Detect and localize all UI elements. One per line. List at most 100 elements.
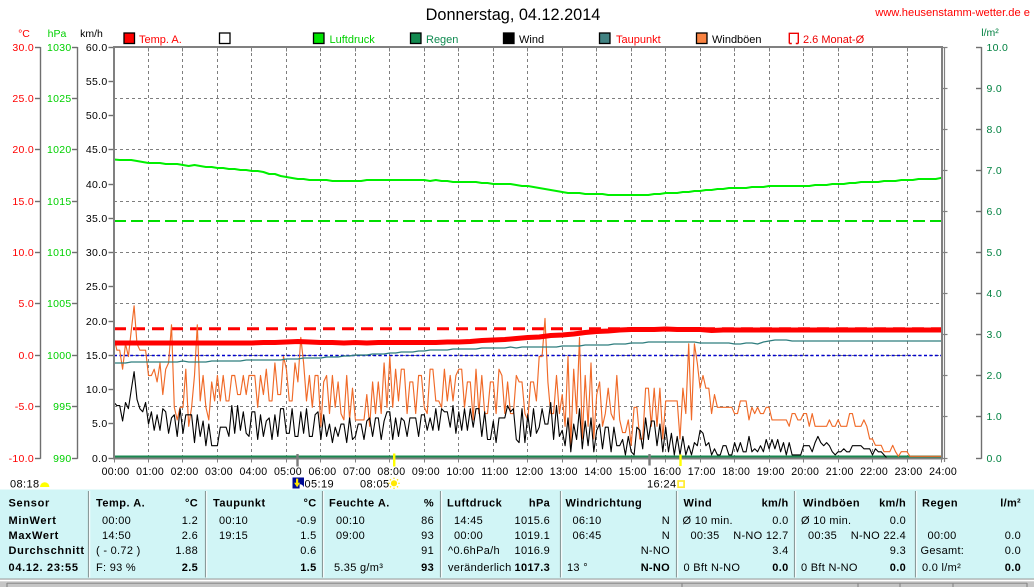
- svg-text:40.0: 40.0: [86, 179, 108, 191]
- svg-text:1.5: 1.5: [300, 562, 316, 574]
- svg-text:06:45: 06:45: [573, 530, 602, 542]
- svg-text:-0.9: -0.9: [296, 515, 316, 527]
- svg-text:Wind: Wind: [684, 498, 713, 510]
- svg-text:2.0: 2.0: [987, 370, 1003, 382]
- svg-text:19:00: 19:00: [757, 466, 785, 478]
- svg-text:14:50: 14:50: [102, 530, 131, 542]
- svg-text:5.0: 5.0: [987, 247, 1003, 259]
- svg-text:0.0: 0.0: [772, 515, 788, 527]
- svg-text:1.88: 1.88: [175, 545, 198, 557]
- svg-text:18:00: 18:00: [722, 466, 750, 478]
- svg-text:Luftdruck: Luftdruck: [447, 498, 503, 510]
- svg-text:990: 990: [53, 453, 71, 465]
- svg-text:Windböen: Windböen: [712, 34, 762, 46]
- svg-text:15:00: 15:00: [619, 466, 647, 478]
- svg-text:30.0: 30.0: [86, 247, 108, 259]
- svg-text:Gesamt:: Gesamt:: [921, 545, 965, 557]
- svg-text:11:00: 11:00: [481, 466, 508, 478]
- svg-text:0.0: 0.0: [19, 350, 35, 362]
- svg-text:0.0: 0.0: [1005, 545, 1021, 557]
- svg-text:MinWert: MinWert: [9, 515, 57, 527]
- svg-text:60.0: 60.0: [86, 42, 108, 54]
- svg-text:1016.9: 1016.9: [515, 545, 550, 557]
- svg-text:9.0: 9.0: [987, 83, 1003, 95]
- svg-text:2.6 Monat-Ø: 2.6 Monat-Ø: [803, 34, 865, 46]
- svg-text:Ø 10 min.: Ø 10 min.: [801, 515, 851, 527]
- svg-text:20.0: 20.0: [12, 144, 34, 156]
- svg-text:00:35: 00:35: [691, 530, 720, 542]
- svg-text:km/h: km/h: [879, 498, 906, 510]
- svg-text:09:00: 09:00: [336, 530, 365, 542]
- svg-text:05:19: 05:19: [305, 479, 335, 491]
- svg-text:1010: 1010: [47, 247, 72, 259]
- svg-text:MaxWert: MaxWert: [9, 530, 60, 542]
- svg-text:Taupunkt: Taupunkt: [616, 34, 661, 46]
- svg-text:0.0: 0.0: [1005, 530, 1021, 542]
- svg-text:0.6: 0.6: [300, 545, 316, 557]
- svg-text:01:00: 01:00: [136, 466, 164, 478]
- svg-text:l/m²: l/m²: [1000, 498, 1021, 510]
- svg-text:3.0: 3.0: [987, 329, 1003, 341]
- svg-text:Durchschnitt: Durchschnitt: [9, 545, 85, 557]
- svg-text:1019.1: 1019.1: [515, 530, 550, 542]
- svg-text:7.0: 7.0: [987, 165, 1003, 177]
- svg-text:0.0: 0.0: [92, 453, 108, 465]
- svg-text:0 Bft N-NO: 0 Bft N-NO: [684, 562, 741, 574]
- svg-text:F: 93 %: F: 93 %: [96, 562, 136, 574]
- svg-text:00:10: 00:10: [219, 515, 248, 527]
- svg-text:N: N: [662, 530, 670, 542]
- svg-text:22:00: 22:00: [860, 466, 888, 478]
- svg-text:1025: 1025: [47, 93, 72, 105]
- svg-text:50.0: 50.0: [86, 110, 108, 122]
- svg-text:06:00: 06:00: [308, 466, 336, 478]
- svg-text:9.3: 9.3: [890, 545, 906, 557]
- svg-text:93: 93: [421, 530, 434, 542]
- svg-text:00:35: 00:35: [808, 530, 837, 542]
- svg-text:08:00: 08:00: [377, 466, 405, 478]
- svg-text:Regen: Regen: [426, 34, 458, 46]
- svg-text:Temp. A.: Temp. A.: [96, 498, 145, 510]
- svg-text:15.0: 15.0: [12, 196, 34, 208]
- svg-text:1000: 1000: [47, 350, 72, 362]
- svg-text:veränderlich: veränderlich: [448, 562, 512, 574]
- svg-text:1015: 1015: [47, 196, 72, 208]
- svg-text:0 Bft N-NO: 0 Bft N-NO: [801, 562, 858, 574]
- svg-text:4.0: 4.0: [987, 288, 1003, 300]
- svg-text:25.0: 25.0: [12, 93, 34, 105]
- svg-text:1005: 1005: [47, 298, 72, 310]
- svg-text:02:00: 02:00: [171, 466, 199, 478]
- svg-text:93: 93: [421, 562, 434, 574]
- svg-text:Temp. A.: Temp. A.: [139, 34, 182, 46]
- svg-text:°C: °C: [185, 498, 198, 510]
- svg-text:86: 86: [421, 515, 434, 527]
- svg-text:N-NO: N-NO: [641, 562, 670, 574]
- svg-text:09:00: 09:00: [412, 466, 440, 478]
- svg-text:20:00: 20:00: [791, 466, 819, 478]
- svg-text:00:00: 00:00: [102, 515, 131, 527]
- svg-text:Luftdruck: Luftdruck: [330, 34, 376, 46]
- svg-text:16:00: 16:00: [653, 466, 681, 478]
- svg-text:1.5: 1.5: [300, 530, 316, 542]
- svg-text:15.0: 15.0: [86, 350, 108, 362]
- svg-text:5.35 g/m³: 5.35 g/m³: [334, 562, 383, 574]
- svg-text:0.0: 0.0: [772, 562, 788, 574]
- svg-text:0.0 l/m²: 0.0 l/m²: [922, 562, 961, 574]
- svg-text:km/h: km/h: [80, 28, 103, 40]
- svg-text:16:24: 16:24: [647, 479, 677, 491]
- svg-text:8.0: 8.0: [987, 124, 1003, 136]
- svg-text:-5.0: -5.0: [15, 401, 34, 413]
- svg-text:2.5: 2.5: [182, 562, 198, 574]
- svg-text:Ø 10 min.: Ø 10 min.: [683, 515, 733, 527]
- svg-text:6.0: 6.0: [987, 206, 1003, 218]
- svg-text:04:00: 04:00: [239, 466, 267, 478]
- svg-text:Regen: Regen: [922, 498, 958, 510]
- svg-text:1020: 1020: [47, 144, 72, 156]
- svg-text:N-NO 22.4: N-NO 22.4: [851, 530, 906, 542]
- svg-text:km/h: km/h: [762, 498, 789, 510]
- svg-text:14:45: 14:45: [454, 515, 483, 527]
- svg-text:2.6: 2.6: [182, 530, 198, 542]
- svg-text:Windrichtung: Windrichtung: [566, 498, 643, 510]
- svg-text:Donnerstag, 04.12.2014: Donnerstag, 04.12.2014: [426, 6, 601, 24]
- svg-text:1017.3: 1017.3: [515, 562, 550, 574]
- svg-text:N-NO: N-NO: [641, 545, 670, 557]
